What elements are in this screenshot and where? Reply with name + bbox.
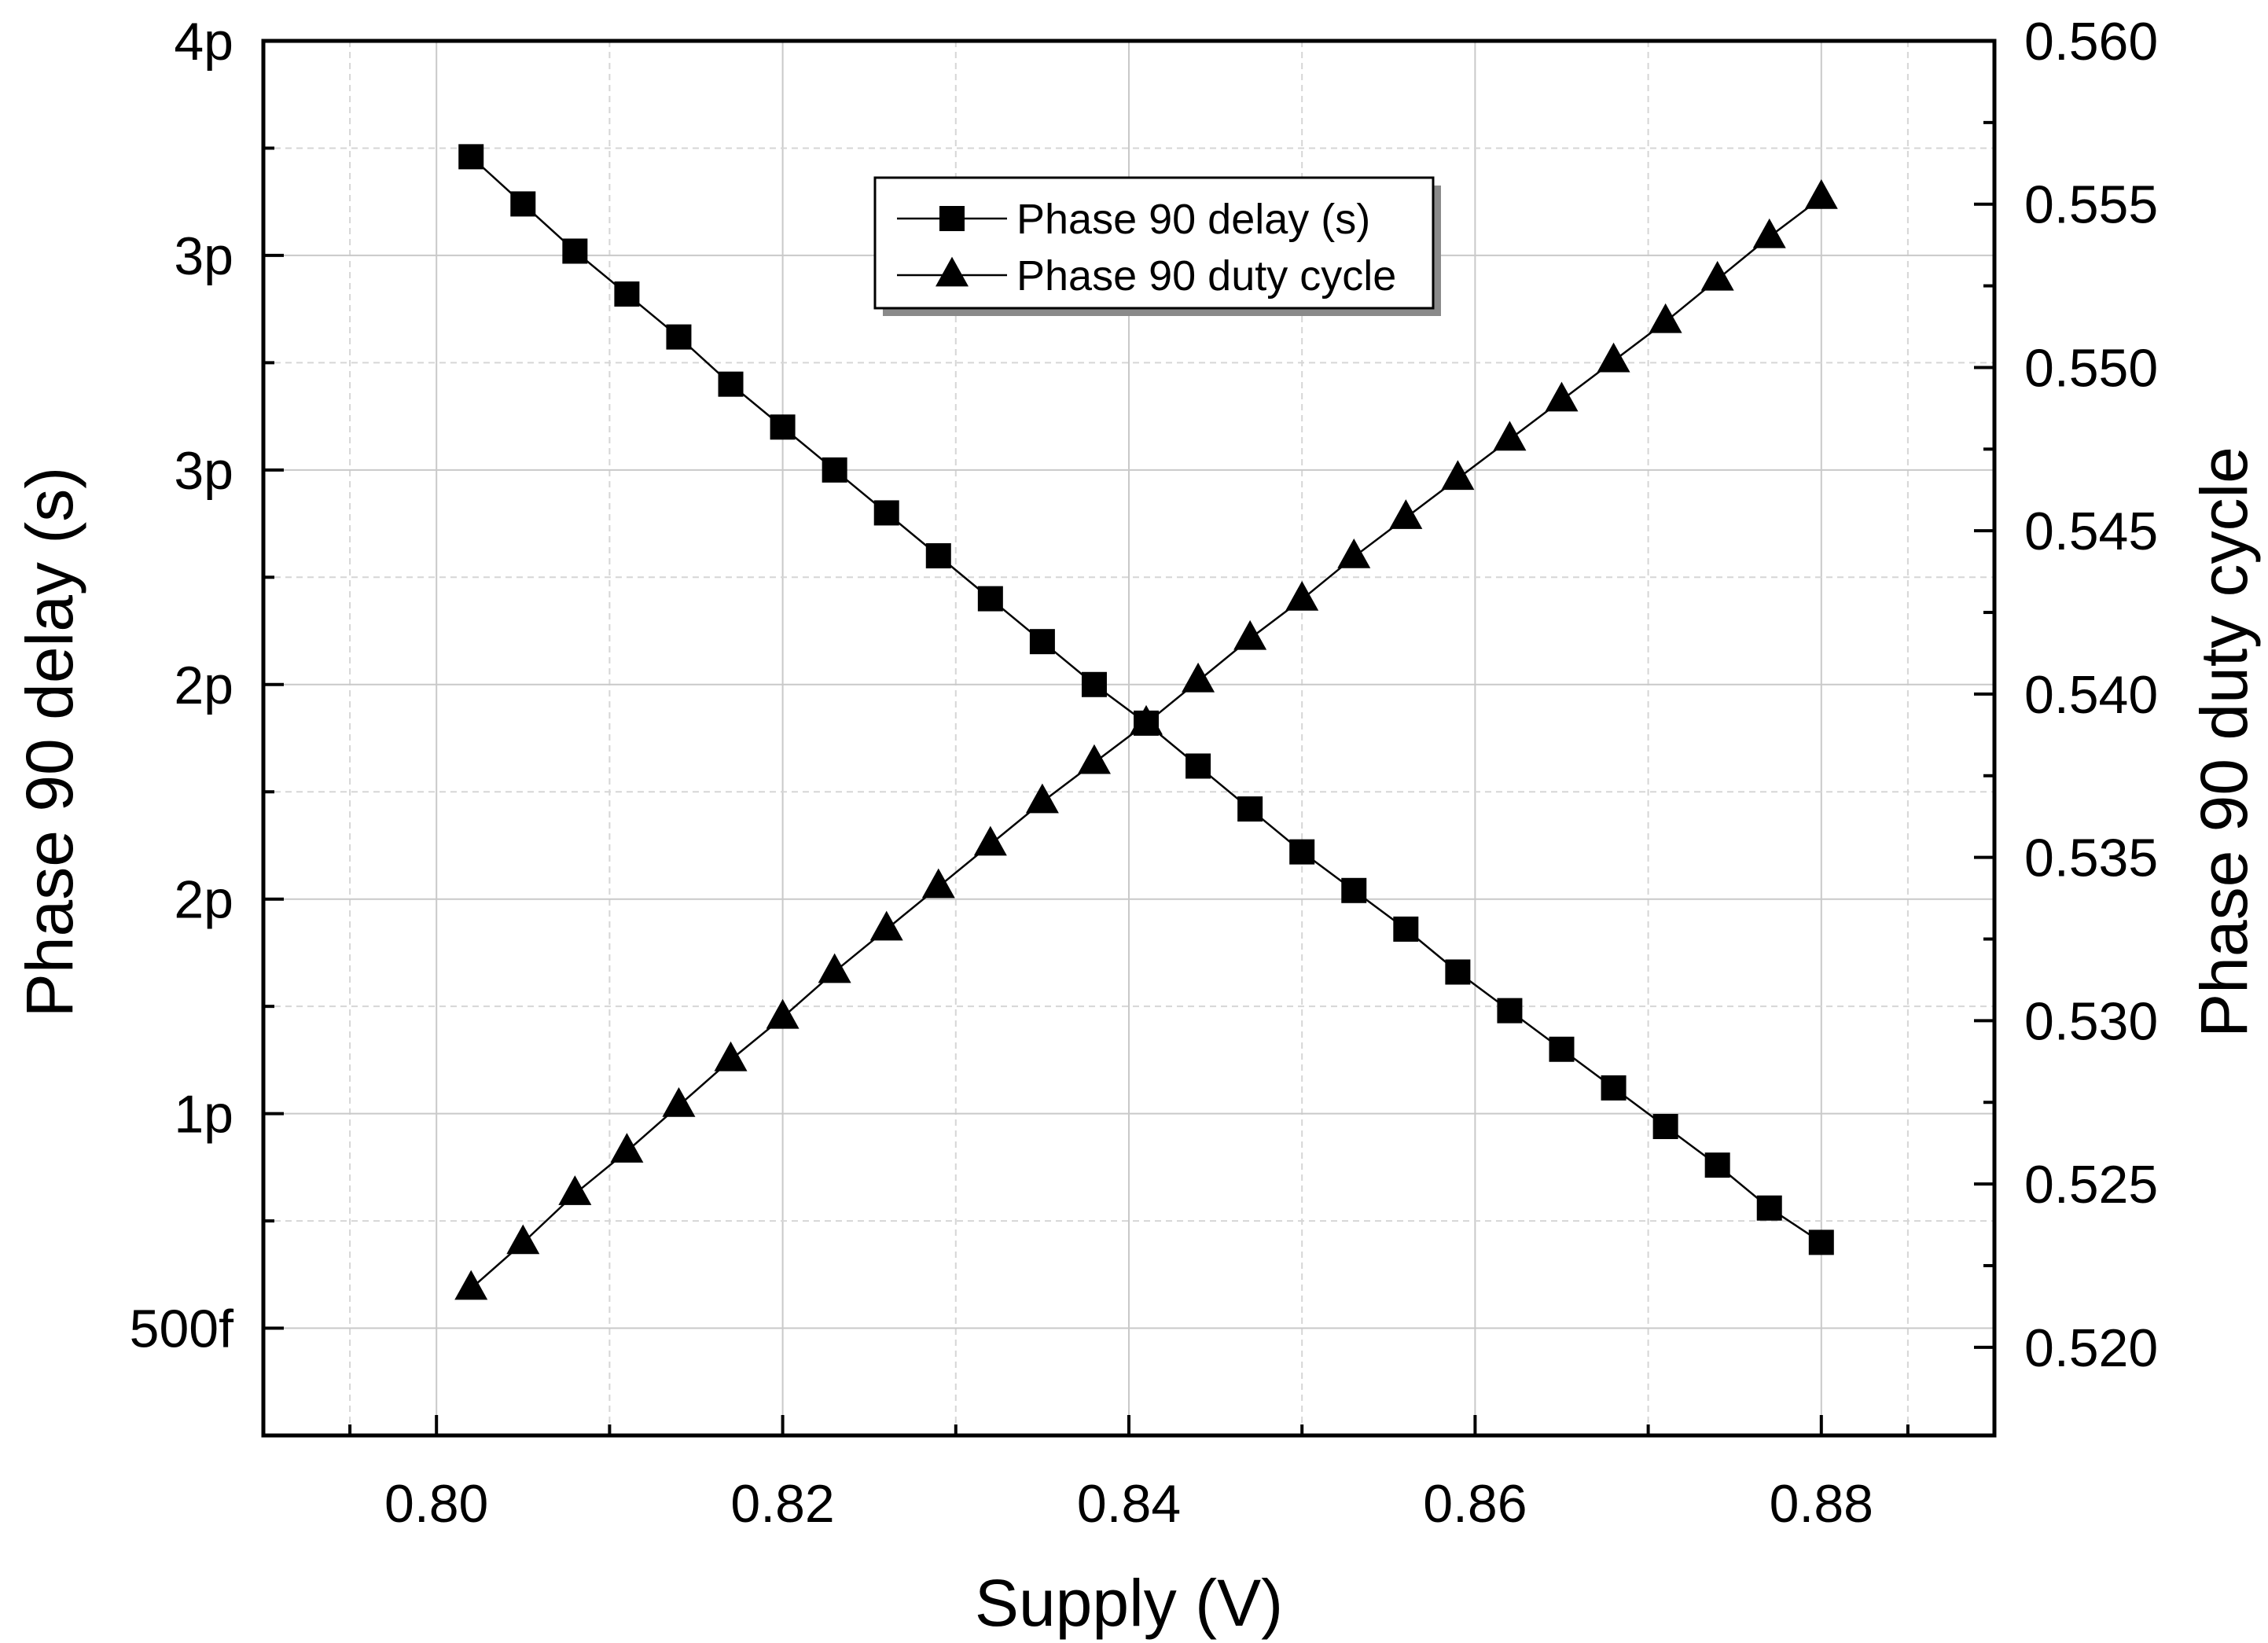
y2-tick-label: 0.545 — [2024, 502, 2158, 561]
y2-tick-label: 0.555 — [2024, 175, 2158, 235]
gridlines — [263, 41, 1994, 1435]
triangle-marker — [1441, 460, 1475, 491]
y-tick-label: 3p — [174, 226, 233, 286]
x-axis-title: Supply (V) — [975, 1566, 1283, 1640]
y-tick-label: 2p — [174, 656, 233, 715]
square-marker — [458, 144, 484, 170]
triangle-marker — [1337, 538, 1371, 568]
square-marker — [1652, 1113, 1678, 1139]
y2-tick-label: 0.560 — [2024, 12, 2158, 72]
y2-tick-label: 0.530 — [2024, 991, 2158, 1051]
triangle-marker — [1077, 744, 1111, 774]
x-tick-label: 0.84 — [1077, 1474, 1181, 1534]
y2-axis-title: Phase 90 duty cycle — [2187, 447, 2261, 1038]
triangle-marker — [1493, 421, 1527, 451]
y2-tick-label: 0.520 — [2024, 1318, 2158, 1378]
square-marker — [1704, 1152, 1730, 1178]
square-marker — [1185, 753, 1211, 779]
triangle-marker — [1649, 303, 1682, 333]
legend-square-marker — [939, 206, 965, 231]
square-marker — [562, 238, 588, 264]
square-marker — [718, 371, 744, 397]
legend-entries: Phase 90 delay (s) Phase 90 duty cycle — [897, 196, 1396, 300]
legend-entry: Phase 90 delay (s) — [897, 196, 1370, 243]
square-marker — [1393, 916, 1419, 942]
square-marker — [1549, 1036, 1575, 1062]
square-marker — [822, 457, 847, 483]
square-marker — [1808, 1229, 1834, 1255]
triangle-marker — [1804, 178, 1838, 209]
y2-tick-label: 0.525 — [2024, 1155, 2158, 1215]
square-marker — [1445, 959, 1471, 985]
triangle-marker — [454, 1270, 488, 1300]
square-marker — [1237, 796, 1263, 822]
y-axis-title: Phase 90 delay (s) — [13, 467, 86, 1017]
triangle-marker — [921, 868, 955, 899]
y-tick-label: 500f — [130, 1299, 233, 1359]
triangle-marker — [973, 825, 1007, 856]
axis-tick-labels: 0.80 0.82 0.84 0.86 0.88 500f 1p 2p 2p 3p 3p 4p 0.52… — [130, 12, 2159, 1534]
legend-label: Phase 90 duty cycle — [1016, 252, 1396, 300]
x-tick-label: 0.80 — [384, 1474, 488, 1534]
square-marker — [1341, 877, 1367, 903]
plot-series — [454, 144, 1838, 1300]
triangle-marker — [1285, 580, 1319, 611]
triangle-marker — [1545, 381, 1579, 412]
square-marker — [1081, 671, 1107, 697]
square-marker — [1497, 998, 1523, 1024]
y-tick-label: 4p — [174, 12, 233, 72]
triangle-marker — [1233, 619, 1267, 650]
x-tick-label: 0.86 — [1423, 1474, 1527, 1534]
triangle-marker — [818, 953, 851, 983]
square-marker — [1289, 839, 1315, 865]
triangle-marker — [558, 1175, 592, 1205]
triangle-marker — [869, 910, 903, 941]
triangle-marker — [610, 1133, 644, 1163]
series-duty-cycle — [454, 178, 1838, 1300]
triangle-marker — [1130, 704, 1163, 735]
y2-tick-label: 0.535 — [2024, 829, 2158, 888]
square-marker — [977, 586, 1003, 612]
x-tick-label: 0.88 — [1770, 1474, 1873, 1534]
y-tick-label: 2p — [174, 870, 233, 930]
triangle-marker — [1389, 499, 1423, 529]
triangle-marker — [1752, 218, 1786, 248]
square-marker — [770, 414, 796, 440]
triangle-marker — [506, 1224, 540, 1255]
legend-entry: Phase 90 duty cycle — [897, 252, 1396, 300]
triangle-marker — [1700, 260, 1734, 291]
legend: Phase 90 delay (s) Phase 90 duty cycle — [873, 176, 1441, 316]
square-marker — [510, 191, 536, 217]
square-marker — [1756, 1195, 1782, 1221]
square-marker — [666, 324, 692, 350]
triangle-marker — [1025, 783, 1059, 814]
y-tick-label: 1p — [174, 1085, 233, 1145]
legend-triangle-marker — [936, 256, 969, 287]
y2-tick-label: 0.540 — [2024, 665, 2158, 725]
triangle-marker — [662, 1086, 696, 1117]
square-marker — [1601, 1075, 1627, 1101]
triangle-marker — [766, 998, 799, 1029]
triangle-marker — [714, 1041, 748, 1071]
square-marker — [614, 281, 640, 307]
triangle-marker — [1597, 342, 1630, 373]
axis-ticks — [263, 39, 1994, 1435]
square-marker — [1029, 629, 1055, 655]
square-marker — [925, 543, 951, 569]
square-marker — [873, 500, 899, 526]
legend-label: Phase 90 delay (s) — [1016, 196, 1370, 243]
x-tick-label: 0.82 — [730, 1474, 834, 1534]
y2-tick-label: 0.550 — [2024, 338, 2158, 398]
triangle-marker — [1182, 662, 1215, 693]
y-tick-label: 3p — [174, 441, 233, 501]
